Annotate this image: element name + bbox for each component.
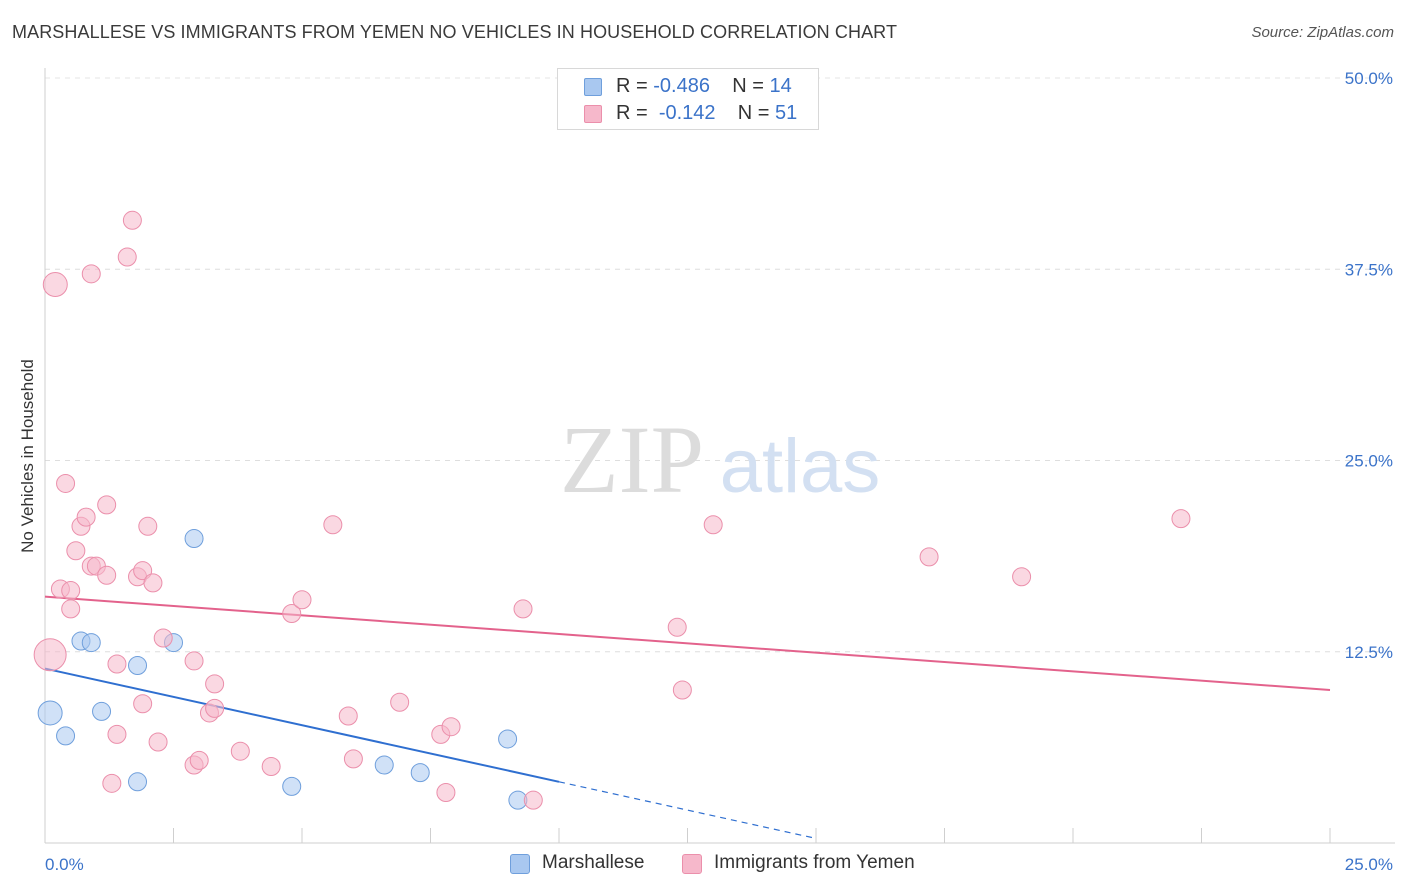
point-yemen [76, 507, 96, 527]
point-marshallese [128, 656, 148, 676]
point-marshallese [128, 772, 148, 792]
y-tick-label: 25.0% [1345, 452, 1393, 471]
point-yemen [153, 628, 173, 648]
point-yemen [56, 473, 76, 493]
point-yemen [107, 724, 127, 744]
point-yemen [390, 692, 410, 712]
r-value: -0.486 [653, 75, 710, 97]
point-yemen [42, 272, 68, 298]
point-yemen [1012, 567, 1032, 587]
chart-source: Source: ZipAtlas.com [1251, 24, 1394, 41]
y-tick-label: 12.5% [1345, 643, 1393, 662]
trend-line-1 [44, 595, 1331, 691]
y-tick-label: 50.0% [1345, 69, 1393, 88]
point-yemen [133, 694, 153, 714]
point-marshallese [498, 729, 518, 749]
legend-label-yemen: Immigrants from Yemen [714, 852, 915, 873]
point-yemen [133, 561, 153, 581]
point-yemen [61, 581, 81, 601]
x-tick-label: 0.0% [45, 855, 84, 874]
point-yemen [184, 651, 204, 671]
point-yemen [107, 654, 127, 674]
point-yemen [97, 565, 117, 585]
point-yemen [102, 773, 122, 793]
point-yemen [338, 706, 358, 726]
x-tick-label: 25.0% [1345, 855, 1393, 874]
legend-swatch-yemen [682, 854, 702, 874]
point-yemen [122, 210, 142, 230]
trend-line-0 [44, 667, 560, 783]
point-yemen [138, 516, 158, 536]
stats-text: R = -0.486 N = 14 [616, 75, 792, 97]
point-yemen [205, 674, 225, 694]
legend-item-yemen[interactable]: Immigrants from Yemen [682, 850, 942, 878]
point-marshallese [92, 701, 112, 721]
point-yemen [117, 247, 137, 267]
point-yemen [667, 617, 687, 637]
point-yemen [66, 541, 86, 561]
point-yemen [33, 638, 67, 672]
watermark: ZIP atlas [560, 406, 880, 513]
n-value: 14 [769, 75, 792, 97]
point-yemen [97, 495, 117, 515]
tick-labels: 12.5% 25.0% 37.5% 50.0% 0.0% 25.0% [45, 69, 1393, 874]
point-marshallese [37, 700, 63, 726]
point-marshallese [410, 763, 430, 783]
point-yemen [441, 717, 461, 737]
trend-lines [44, 595, 1331, 839]
point-yemen [189, 750, 209, 770]
point-yemen [703, 515, 723, 535]
point-marshallese [282, 776, 302, 796]
point-yemen [343, 749, 363, 769]
point-yemen [81, 264, 101, 284]
point-yemen [282, 604, 302, 623]
point-yemen [261, 757, 281, 776]
watermark-atlas: atlas [720, 424, 881, 509]
stats-legend: R = -0.486 N = 14 R = -0.142 N = 51 [557, 68, 819, 130]
gridlines [45, 77, 1395, 653]
point-yemen [513, 599, 533, 619]
point-yemen [436, 783, 456, 803]
point-marshallese [81, 633, 101, 653]
y-axis-label: No Vehicles in Household [18, 359, 37, 553]
chart-title: MARSHALLESE VS IMMIGRANTS FROM YEMEN NO … [12, 22, 898, 42]
legend-swatch-marshallese [584, 78, 602, 96]
r-value: -0.142 [658, 102, 716, 124]
legend-swatch-marshallese [510, 854, 530, 874]
point-yemen [230, 741, 250, 761]
legend-label-marshallese: Marshallese [542, 852, 645, 873]
y-tick-label: 37.5% [1345, 260, 1393, 279]
point-yemen [205, 698, 225, 718]
legend-item-marshallese[interactable]: Marshallese [510, 850, 670, 878]
point-marshallese [374, 755, 394, 775]
point-yemen [672, 680, 692, 700]
point-yemen [1171, 509, 1191, 529]
point-yemen [292, 590, 312, 610]
point-yemen [523, 790, 543, 810]
point-yemen [143, 573, 163, 593]
n-value: 51 [775, 102, 798, 124]
point-yemen [148, 732, 168, 752]
point-marshallese [184, 529, 204, 549]
legend-swatch-yemen [584, 105, 602, 123]
point-yemen [61, 599, 81, 619]
point-yemen [323, 515, 343, 535]
stats-text: R = -0.142 N = 51 [616, 102, 798, 124]
point-yemen [919, 547, 939, 567]
watermark-zip: ZIP [560, 406, 704, 513]
data-points [33, 210, 1191, 810]
point-marshallese [56, 726, 76, 746]
